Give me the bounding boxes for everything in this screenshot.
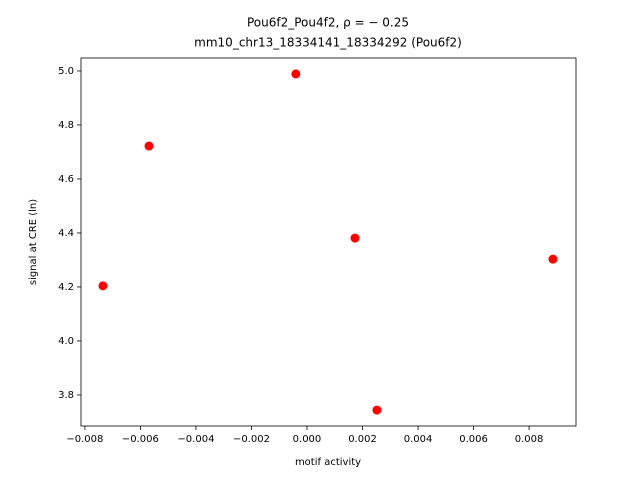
y-tick-label: 4.4	[58, 228, 74, 239]
x-tick-label: −0.006	[122, 434, 159, 445]
y-axis-label: signal at CRE (ln)	[28, 199, 39, 285]
y-tick-label: 4.0	[58, 336, 74, 347]
x-tick-label: −0.004	[177, 434, 214, 445]
plot-frame	[80, 57, 577, 427]
y-tick-label: 4.2	[58, 282, 74, 293]
point	[372, 405, 382, 415]
x-tick-label: −0.002	[233, 434, 270, 445]
chart-title: Pou6f2_Pou4f2, ρ = − 0.25	[247, 16, 409, 30]
x-tick-label: 0.000	[293, 434, 322, 445]
point	[291, 69, 301, 79]
point	[350, 233, 360, 243]
x-axis-label: motif activity	[295, 457, 361, 468]
point	[98, 281, 108, 291]
x-tick-label: 0.004	[404, 434, 433, 445]
y-tick-label: 5.0	[58, 66, 74, 77]
y-tick-label: 3.8	[58, 390, 74, 401]
y-tick-label: 4.8	[58, 120, 74, 131]
x-tick-label: 0.002	[348, 434, 377, 445]
point	[548, 254, 558, 264]
y-tick-label: 4.6	[58, 174, 74, 185]
chart-subtitle: mm10_chr13_18334141_18334292 (Pou6f2)	[194, 36, 462, 50]
point	[144, 141, 154, 151]
x-tick-label: 0.008	[515, 434, 544, 445]
x-tick-label: 0.006	[459, 434, 488, 445]
x-tick-label: −0.008	[66, 434, 103, 445]
